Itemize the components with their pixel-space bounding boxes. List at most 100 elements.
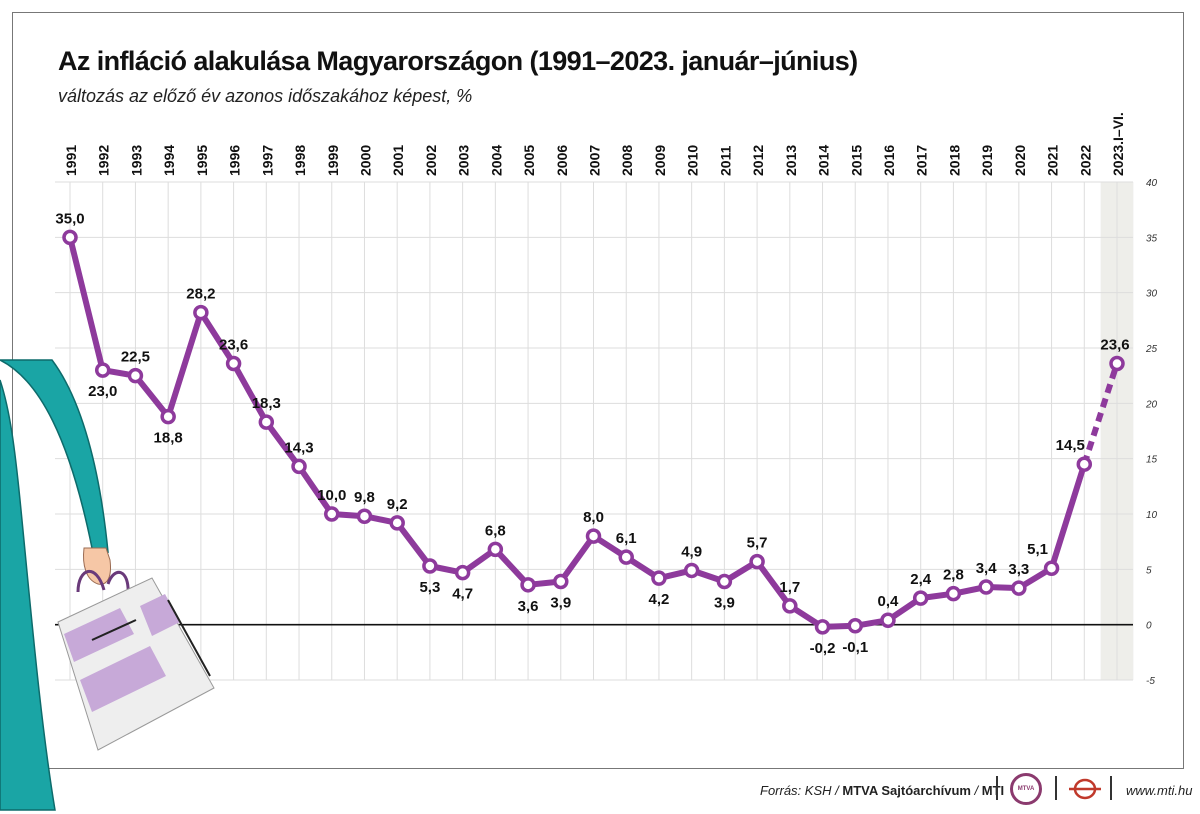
x-tick-label: 2008 (619, 145, 635, 176)
data-label: 28,2 (186, 286, 215, 303)
data-label: 0,4 (878, 593, 900, 610)
data-label: 22,5 (121, 349, 150, 366)
x-tick-label: 1991 (63, 145, 79, 176)
x-tick-label: 2015 (848, 145, 864, 176)
x-tick-label: 2002 (423, 145, 439, 176)
data-label: 1,7 (779, 579, 800, 596)
data-point (1011, 580, 1027, 596)
data-point (225, 355, 242, 372)
data-point (978, 579, 994, 595)
source-mti: MTI (981, 783, 1005, 798)
y-tick-label: 30 (1146, 289, 1158, 300)
y-tick-label: 0 (1146, 621, 1152, 632)
shopper-illustration (0, 359, 215, 811)
x-tick-label: 2010 (685, 145, 701, 176)
data-label: 5,3 (419, 579, 440, 596)
data-point (585, 528, 602, 544)
data-label: 3,9 (714, 595, 735, 612)
data-label: 5,7 (747, 535, 768, 552)
source-separator: / (970, 783, 982, 798)
bag-edge-shape (91, 619, 137, 641)
bag-stripe-shape (64, 608, 134, 662)
data-label: 3,3 (1008, 561, 1029, 578)
x-tick-label: 2005 (521, 145, 537, 176)
data-label: 2,8 (943, 567, 964, 584)
data-label: 4,7 (452, 586, 473, 603)
data-point (618, 549, 634, 565)
x-tick-label: 2009 (652, 145, 668, 176)
coat-body-shape (0, 379, 56, 811)
source-credit: Forrás: KSH / MTVA Sajtóarchívum / MTI (760, 783, 1004, 798)
x-tick-label: 1997 (259, 145, 275, 176)
data-point (62, 229, 78, 246)
data-label: 3,9 (550, 595, 571, 612)
data-label: 8,0 (583, 509, 604, 526)
data-point (389, 515, 405, 531)
data-point (1076, 456, 1093, 472)
footer-divider (1110, 776, 1112, 800)
footer-divider (1055, 776, 1057, 800)
data-label: 3,6 (518, 598, 539, 615)
website-link[interactable]: www.mti.hu (1126, 783, 1193, 798)
mti-logo-icon (1069, 778, 1101, 800)
y-tick-label: 10 (1146, 510, 1158, 521)
data-point (356, 508, 373, 524)
data-point (193, 304, 209, 321)
data-label: 2,4 (910, 571, 932, 588)
y-tick-label: 20 (1145, 399, 1158, 410)
data-point (782, 598, 798, 614)
footer-divider (996, 776, 998, 800)
data-label: 4,2 (649, 591, 670, 608)
data-point (324, 506, 340, 522)
data-point (945, 585, 962, 602)
data-label: -0,1 (842, 639, 868, 656)
y-tick-label: 25 (1145, 344, 1158, 355)
data-point (422, 558, 438, 574)
data-point (454, 564, 471, 581)
data-label: 14,3 (284, 439, 313, 456)
data-point (912, 590, 929, 606)
x-tick-label: 2018 (946, 145, 962, 176)
x-tick-label: 2011 (717, 145, 733, 176)
source-prefix: Forrás: KSH / (760, 783, 843, 798)
x-tick-label: 2001 (390, 145, 406, 176)
x-tick-label: 2013 (783, 145, 799, 176)
data-point (683, 562, 700, 579)
y-tick-label: 35 (1146, 233, 1158, 244)
series-line (67, 234, 1088, 630)
hand-shape (83, 547, 111, 585)
x-tick-label: 2017 (914, 145, 930, 176)
y-tick-label: 15 (1146, 455, 1158, 466)
coat-sleeve-shape (0, 359, 109, 553)
x-tick-label: 2014 (816, 145, 832, 176)
data-point (291, 458, 307, 475)
x-tick-label: 2022 (1077, 145, 1093, 176)
data-label: 9,2 (387, 496, 408, 513)
x-tick-label: 1999 (325, 145, 341, 176)
data-point (651, 570, 667, 586)
data-label: 6,1 (616, 530, 637, 547)
series-line-projection (1081, 362, 1120, 466)
x-tick-label: 1996 (227, 145, 243, 176)
data-point (749, 553, 765, 570)
mtva-logo-icon: MTVA (1010, 773, 1042, 805)
data-point (880, 612, 896, 628)
bag-stripe-shape (80, 646, 166, 712)
y-tick-label: -5 (1146, 676, 1155, 687)
data-label: -0,2 (810, 640, 836, 657)
data-point (258, 414, 275, 430)
data-label: 18,8 (154, 430, 183, 447)
data-label: 5,1 (1027, 541, 1048, 558)
data-point (160, 408, 176, 425)
x-tick-label: 2006 (554, 145, 570, 176)
x-tick-label: 1995 (194, 145, 210, 176)
data-point (94, 362, 111, 378)
data-label: 14,5 (1056, 437, 1085, 454)
data-point (716, 573, 733, 590)
data-label: 10,0 (317, 487, 346, 504)
data-label: 23,6 (219, 336, 248, 353)
source-archive: MTVA Sajtóarchívum (842, 783, 971, 798)
data-label: 3,4 (976, 560, 998, 577)
x-tick-label: 1998 (292, 145, 308, 176)
